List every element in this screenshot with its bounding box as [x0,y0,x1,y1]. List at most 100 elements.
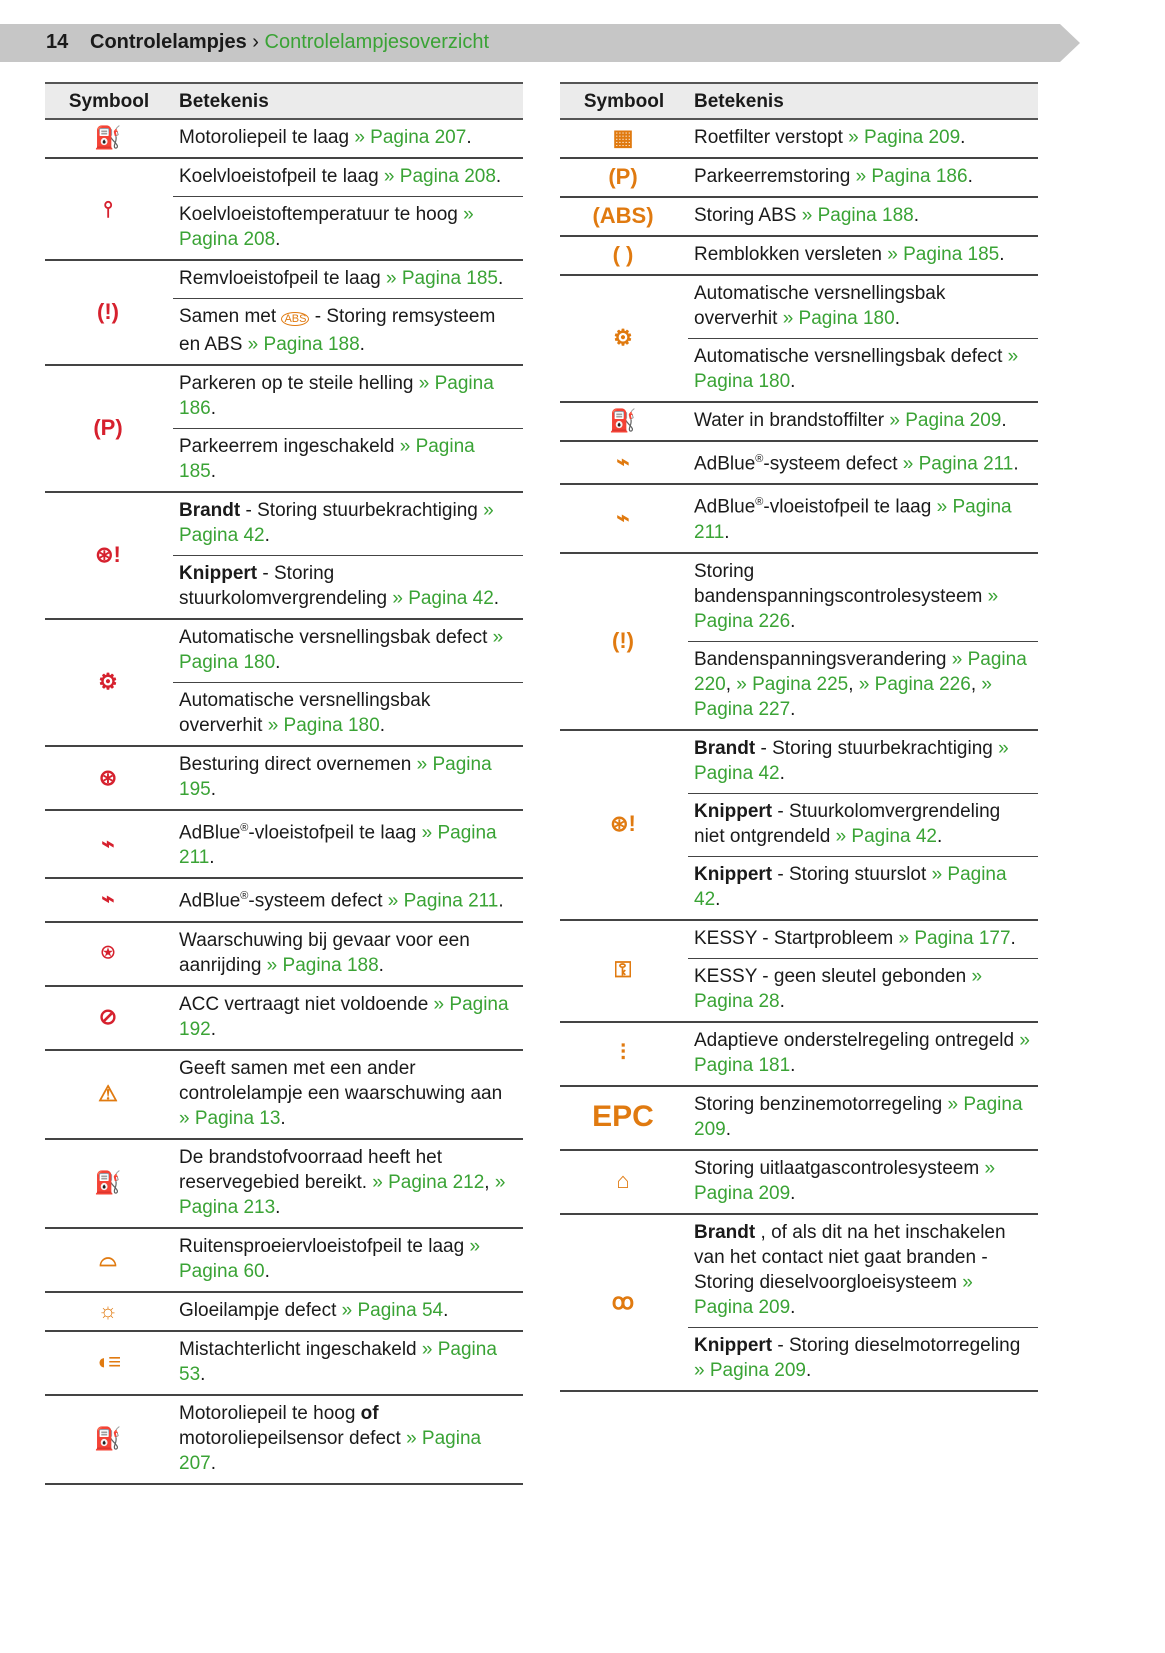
page-link[interactable]: » Pagina 13 [179,1107,281,1129]
meaning-text: . [275,229,281,250]
meaning-text: - Storing stuurslot [777,863,932,885]
page-link[interactable]: » Pagina 42 [694,737,1009,784]
meaning-text: . [209,847,215,869]
meaning-text: Water in brandstoffilter [694,410,890,431]
gearbox-warning-icon: ⚙ [560,275,688,403]
table-row: ⫯ Koelvloeistofpeil te laag » Pagina 208. [45,158,523,261]
page-link[interactable]: » Pagina 188 [247,334,360,355]
table-row: Bandenspanningsverandering » Pagina 220,… [560,641,1038,731]
emphasis-text: Knippert [694,863,773,885]
meaning-text: Automatische versnellingsbak oververhit [694,283,946,329]
table-row: Knippert - Stuurkolomvergrendeling niet … [560,793,1038,857]
page-link[interactable]: » Pagina 186 [855,166,968,187]
steering-warning-icon: ⊛! [45,492,173,620]
meaning-text: Roetfilter verstopt [694,127,849,148]
page-link[interactable]: » Pagina 211 [694,496,1012,543]
meaning-text: Ruitensproeiervloeistofpeil te laag [179,1235,470,1257]
meaning-text: Motoroliepeil te laag [179,127,355,148]
table-row: ⌁ AdBlue®-systeem defect » Pagina 211. [45,878,523,923]
page-link[interactable]: » Pagina 226 [858,673,971,695]
meaning-cell: Knippert - Storing stuurkolomvergrendeli… [173,555,523,620]
tire-pressure-icon: (!) [560,552,688,731]
page-link[interactable]: » Pagina 195 [179,754,492,800]
page-link[interactable]: » Pagina 180 [267,715,380,736]
warning-lights-table-right: Symbool Betekenis ▦ Roetfilter verstopt » … [560,82,1038,1392]
table-row: (!) Remvloeistofpeil te laag » Pagina 185… [45,260,523,366]
meaning-text: Adaptieve onderstelregeling ontregeld [694,1029,1020,1051]
page-link[interactable]: » Pagina 207 [179,1427,482,1474]
page-link[interactable]: » Pagina 192 [179,993,509,1040]
page-link[interactable]: » Pagina 186 [179,373,494,419]
meaning-cell: Waarschuwing bij gevaar voor een aanrijd… [173,921,523,987]
registered-mark: ® [240,890,249,903]
breadcrumb-subsection[interactable]: Controlelampjesoverzicht [264,31,490,53]
page-link[interactable]: » Pagina 185 [179,436,475,482]
table-row: ⛽ Water in brandstoffilter » Pagina 209. [560,402,1038,442]
page-link[interactable]: » Pagina 42 [694,863,1007,910]
page-link[interactable]: » Pagina 209 [694,1093,1023,1140]
meaning-text: . [894,308,900,329]
page-link[interactable]: » Pagina 177 [898,927,1011,949]
page-link[interactable]: » Pagina 209 [694,1157,996,1204]
page-link[interactable]: » Pagina 209 [694,1359,806,1381]
page-link[interactable]: » Pagina 188 [801,205,914,226]
page-link[interactable]: » Pagina 180 [179,627,504,673]
meaning-cell: Gloeilampje defect » Pagina 54. [173,1291,523,1332]
table-row: (P) Parkeerremstoring » Pagina 186. [560,158,1038,198]
page-link[interactable]: » Pagina 28 [694,965,983,1012]
page-link[interactable]: » Pagina 226 [694,585,999,632]
page-link[interactable]: » Pagina 227 [694,673,992,720]
meaning-text: Waarschuwing bij gevaar voor een aanrijd… [179,929,470,976]
meaning-text: . [210,1018,216,1040]
page-link[interactable]: » Pagina 213 [179,1171,506,1218]
meaning-cell: Ruitensproeiervloeistofpeil te laag » Pa… [173,1227,523,1293]
page-link[interactable]: » Pagina 42 [179,500,494,546]
page-link[interactable]: » Pagina 209 [848,127,961,148]
emphasis-text: Knippert [179,563,258,584]
warning-lights-table-left: Symbool Betekenis ⛽ Motoroliepeil te laag … [45,82,523,1485]
meaning-text: , [970,673,982,695]
meaning-text: Storing bandenspanningscontrolesysteem [694,560,988,607]
page-link[interactable]: » Pagina 180 [694,346,1019,392]
coolant-icon: ⫯ [45,158,173,261]
meaning-cell: Bandenspanningsverandering » Pagina 220,… [688,641,1038,731]
page-link[interactable]: » Pagina 208 [179,204,474,250]
page-link[interactable]: » Pagina 54 [341,1299,444,1321]
page-link[interactable]: » Pagina 180 [782,308,895,329]
meaning-text: Mistachterlicht ingeschakeld [179,1338,422,1360]
parking-brake-icon: (P) [45,365,173,493]
page-link[interactable]: » Pagina 211 [387,890,499,912]
table-row: ☼ Gloeilampje defect » Pagina 54. [45,1291,523,1332]
page-link[interactable]: » Pagina 220 [694,648,1027,695]
table-row: Koelvloeistoftemperatuur te hoog » Pagin… [45,196,523,261]
page-link[interactable]: » Pagina 185 [887,244,1000,265]
page-link[interactable]: » Pagina 185 [386,268,498,289]
page-link[interactable]: » Pagina 188 [266,954,379,976]
meaning-cell: Parkeren op te steile helling » Pagina 1… [173,365,523,429]
meaning-text: KESSY - geen sleutel gebonden [694,965,972,987]
page-link[interactable]: » Pagina 209 [889,410,1002,431]
suspension-icon: ⫶ [560,1021,688,1087]
page-link[interactable]: » Pagina 53 [179,1338,497,1385]
page-link[interactable]: » Pagina 60 [179,1235,481,1282]
page-link[interactable]: » Pagina 181 [694,1029,1030,1076]
meaning-cell: Adaptieve onderstelregeling ontregeld » … [688,1021,1038,1087]
page-link[interactable]: » Pagina 209 [694,1271,973,1318]
page-link[interactable]: » Pagina 42 [835,825,937,847]
page-link[interactable]: » Pagina 208 [383,166,496,187]
meaning-cell: Besturing direct overnemen » Pagina 195. [173,746,523,811]
meaning-text: . [913,205,920,226]
page-link[interactable]: » Pagina 211 [902,453,1014,475]
page-link[interactable]: » Pagina 225 [736,673,849,695]
page-link[interactable]: » Pagina 207 [354,127,467,148]
meaning-text: . [724,521,730,543]
table-row: ◖≡ Mistachterlicht ingeschakeld » Pagina … [45,1330,523,1396]
meaning-text: Storing uitlaatgascontrolesysteem [694,1157,985,1179]
oil-level-icon: ⛽ [45,1394,173,1485]
meaning-text: - Storing stuurkolomvergrendeling [179,563,393,609]
meaning-text: Remblokken versleten [694,244,888,265]
meaning-cell: AdBlue®-systeem defect » Pagina 211. [173,878,523,923]
page-link[interactable]: » Pagina 211 [179,822,497,869]
page-link[interactable]: » Pagina 212 [372,1171,485,1193]
page-link[interactable]: » Pagina 42 [392,588,494,609]
